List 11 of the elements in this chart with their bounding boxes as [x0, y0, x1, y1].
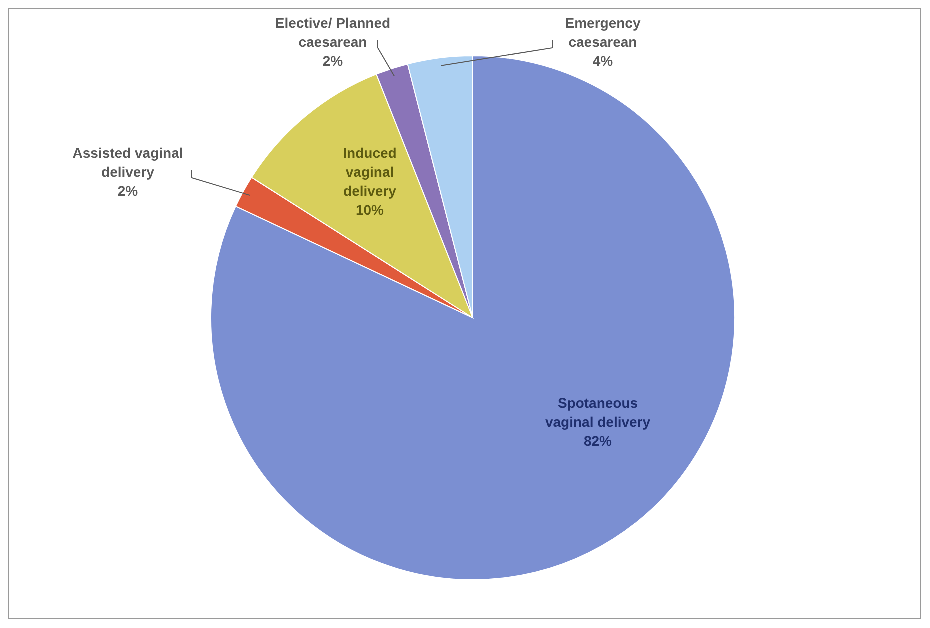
slice-label: Spotaneous vaginal delivery [545, 395, 651, 430]
slice-label: Assisted vaginal delivery [72, 145, 184, 180]
data-label: 10% [356, 202, 385, 218]
slice-label: Emergency caesarean [565, 15, 641, 50]
data-label: 2% [322, 53, 344, 69]
data-label: 82% [584, 433, 613, 449]
slice-label: Induced vaginal delivery [343, 145, 397, 199]
slice-label: Elective/ Planned caesarean [275, 15, 391, 50]
data-label: 4% [592, 53, 614, 69]
pie-slice [210, 56, 736, 580]
data-label: 2% [118, 183, 139, 199]
